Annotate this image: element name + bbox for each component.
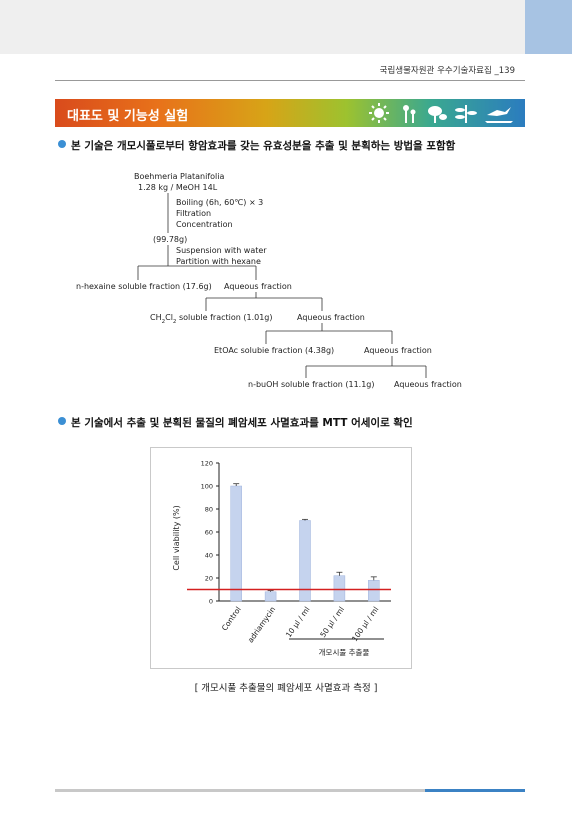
plant-source-label: Boehmeria Platanifolia xyxy=(134,172,224,181)
section2-text: 본 기술에서 추출 및 분획된 물질의 폐암세포 사멸효과를 MTT 어세이로 … xyxy=(71,417,413,429)
cell-viability-chart: 0 20 40 60 80 100 120 Control adriamycin 10 μl /… xyxy=(172,460,391,657)
aqueous-fraction-2: Aqueous fraction xyxy=(297,313,365,322)
step-boiling: Boiling (6h, 60℃) × 3 xyxy=(176,198,263,207)
bar xyxy=(230,485,242,602)
y-tick-label: 0 xyxy=(209,598,213,606)
nature-icons xyxy=(369,103,513,123)
footer-line xyxy=(55,789,425,792)
plant-sprout-icon xyxy=(403,105,416,123)
ch2cl2-fraction: CH2Cl2 soluble fraction (1.01g) xyxy=(150,313,273,325)
step-suspension: Suspension with water xyxy=(176,246,267,255)
y-tick-label: 120 xyxy=(201,460,213,468)
x-tick-label: Control xyxy=(220,605,243,632)
x-tick-label: 50 μl / ml xyxy=(318,605,346,639)
leaf-plant-icon xyxy=(428,106,447,123)
fern-icon xyxy=(455,105,477,123)
top-bar-accent xyxy=(525,0,572,54)
viability-chart-frame: 0 20 40 60 80 100 120 Control adriamycin 10 μl /… xyxy=(150,447,412,669)
y-tick-label: 80 xyxy=(205,506,213,514)
x-tick-label: 10 μl / ml xyxy=(284,605,312,639)
y-tick-label: 40 xyxy=(205,552,213,560)
aqueous-fraction-1: Aqueous fraction xyxy=(224,282,292,291)
aqueous-fraction-3: Aqueous fraction xyxy=(364,346,432,355)
section-banner: 대표도 및 기능성 실험 xyxy=(55,99,525,127)
bar xyxy=(264,591,277,602)
top-bar xyxy=(0,0,572,54)
step-filtration: Filtration xyxy=(176,209,211,218)
y-tick-label: 100 xyxy=(201,483,213,491)
extract-yield: (99.78g) xyxy=(153,235,187,244)
fractionation-flowchart: Boehmeria Platanifolia 1.28 kg / MeOH 14… xyxy=(76,172,462,389)
section1-text: 본 기술은 개모시풀로부터 항암효과를 갖는 유효성분을 추출 및 분획하는 방… xyxy=(71,140,456,152)
banner-title: 대표도 및 기능성 실험 xyxy=(67,109,189,124)
extraction-amount: 1.28 kg / MeOH 14L xyxy=(138,183,218,192)
section2-bullet: 본 기술에서 추출 및 분획된 물질의 폐암세포 사멸효과를 MTT 어세이로 … xyxy=(58,415,413,430)
section1-bullet: 본 기술은 개모시풀로부터 항암효과를 갖는 유효성분을 추출 및 분획하는 방… xyxy=(58,138,455,153)
step-concentration: Concentration xyxy=(176,220,233,229)
bullet-dot-icon xyxy=(58,417,66,425)
y-tick-label: 60 xyxy=(205,529,213,537)
y-axis-label: Cell viability (%) xyxy=(172,505,181,570)
step-partition: Partition with hexane xyxy=(176,257,261,266)
publisher-header: 국립생물자원관 우수기술자료집 _139 xyxy=(379,66,515,76)
bullet-dot-icon xyxy=(58,140,66,148)
bar xyxy=(368,580,380,602)
hexane-fraction: n-hexaine soluble fraction (17.6g) xyxy=(76,282,212,291)
bar xyxy=(333,575,346,602)
bird-icon xyxy=(485,107,513,123)
sun-icon xyxy=(369,103,389,123)
x-tick-label: 100 μl / ml xyxy=(350,605,380,643)
aqueous-fraction-4: Aqueous fraction xyxy=(394,380,462,389)
footer-accent xyxy=(425,789,525,792)
x-tick-label: adriamycin xyxy=(246,605,278,645)
header-divider xyxy=(55,80,525,81)
y-tick-label: 20 xyxy=(205,575,213,583)
buoh-fraction: n-buOH soluble fraction (11.1g) xyxy=(248,380,375,389)
etoac-fraction: EtOAc solubie fraction (4.38g) xyxy=(214,346,334,355)
group-label: 개모시풀 추출물 xyxy=(319,647,370,657)
figure-caption: [ 개모시풀 추출물의 폐암세포 사멸효과 측정 ] xyxy=(194,683,378,694)
